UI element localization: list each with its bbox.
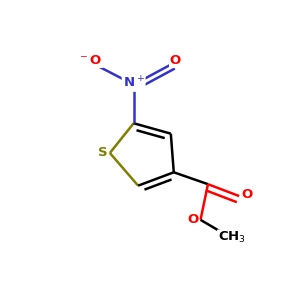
Text: O: O (241, 188, 252, 201)
Text: O: O (169, 54, 181, 67)
Text: S: S (98, 146, 107, 160)
Text: $^-$O: $^-$O (78, 54, 103, 67)
Text: O: O (188, 213, 199, 226)
Text: CH$_3$: CH$_3$ (218, 230, 246, 245)
Text: N$^+$: N$^+$ (123, 76, 145, 91)
